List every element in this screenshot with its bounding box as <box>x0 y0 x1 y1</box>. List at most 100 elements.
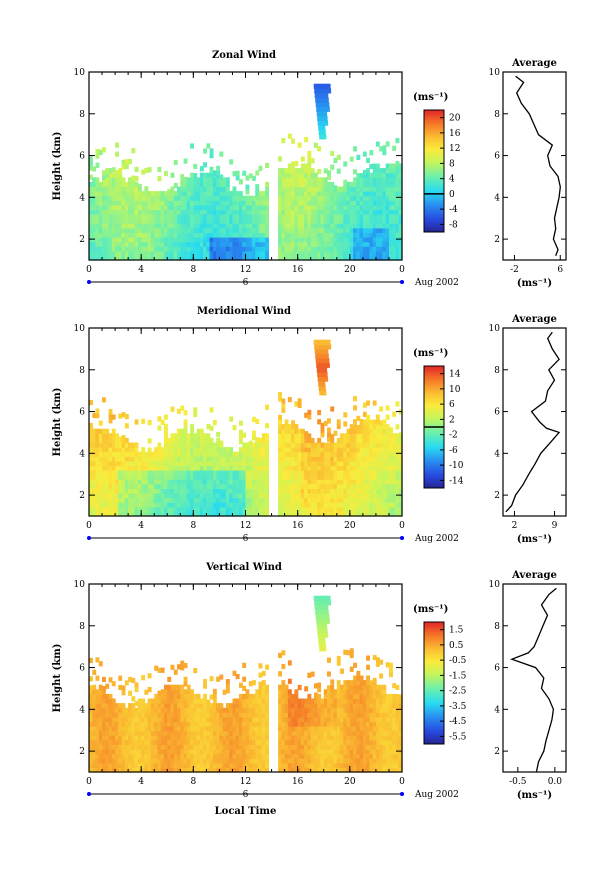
heatmap-cell <box>137 186 142 192</box>
heatmap-cell <box>307 168 312 174</box>
heatmap-cell <box>180 241 185 247</box>
heatmap-cell <box>356 511 361 517</box>
heatmap-cell <box>252 209 256 215</box>
heatmap-cell <box>212 250 217 256</box>
heatmap-cell <box>297 250 302 256</box>
heatmap-cell <box>209 204 214 211</box>
heatmap-cell <box>92 412 97 418</box>
heatmap-cell <box>196 693 201 700</box>
heatmap-cell <box>167 189 172 195</box>
heatmap-cell <box>278 214 282 220</box>
heatmap-cell <box>375 186 380 192</box>
heatmap-cell <box>105 739 110 745</box>
heatmap-cell <box>242 474 247 480</box>
heatmap-cell <box>108 191 113 197</box>
colorbar-bin <box>424 211 444 214</box>
heatmap-cell <box>108 204 113 211</box>
heatmap-cell <box>327 497 331 503</box>
heatmap-cell <box>287 497 292 503</box>
heatmap-cell <box>209 506 214 512</box>
heatmap-cell <box>330 246 335 252</box>
heatmap-cell <box>206 506 211 512</box>
heatmap-cell <box>353 437 357 444</box>
heatmap-cell <box>362 214 367 220</box>
heatmap-cell <box>245 460 250 467</box>
heatmap-cell <box>291 237 295 243</box>
heatmap-cell <box>314 483 318 489</box>
heatmap-cell <box>89 204 93 211</box>
heatmap-cell <box>385 405 390 411</box>
heatmap-cell <box>95 227 100 233</box>
heatmap-cell <box>239 479 243 485</box>
heatmap-cell <box>284 488 289 494</box>
heatmap-cell <box>261 684 266 690</box>
heatmap-cell <box>382 186 387 192</box>
heatmap-cell <box>398 172 403 178</box>
heatmap-cell <box>150 493 155 499</box>
heatmap-cell <box>261 689 266 695</box>
date-mark: 6 <box>243 534 249 544</box>
heatmap-cell <box>232 200 237 206</box>
colorbar-bin <box>424 406 444 409</box>
heatmap-cell <box>89 693 93 700</box>
y-tick-label: 8 <box>79 110 85 120</box>
heatmap-cell <box>278 502 282 508</box>
colorbar-bin <box>424 157 444 161</box>
heatmap-cell <box>193 181 198 188</box>
heatmap-cell <box>323 420 328 427</box>
heatmap-cell <box>147 712 152 718</box>
heatmap-cell <box>261 447 266 453</box>
heatmap-cell <box>121 474 126 480</box>
heatmap-cell <box>323 195 328 201</box>
heatmap-cell <box>154 447 159 453</box>
heatmap-cell <box>157 667 162 673</box>
heatmap-cell <box>212 227 217 233</box>
heatmap-cell <box>375 424 380 430</box>
colorbar-bin <box>424 153 444 157</box>
heatmap-cell <box>324 92 329 99</box>
heatmap-cell <box>382 437 387 444</box>
heatmap-cell <box>320 451 325 457</box>
heatmap-cell <box>379 200 384 206</box>
heatmap-cell <box>281 451 286 457</box>
heatmap-cell <box>239 179 243 185</box>
heatmap-cell <box>118 460 123 467</box>
heatmap-cell <box>92 758 97 764</box>
heatmap-cell <box>89 433 93 439</box>
heatmap-cell <box>284 437 289 444</box>
heatmap-cell <box>147 214 152 220</box>
heatmap-cell <box>206 470 211 476</box>
heatmap-cell <box>118 186 123 192</box>
heatmap-cell <box>353 396 357 402</box>
heatmap-cell <box>222 191 227 197</box>
heatmap-cell <box>121 195 126 201</box>
heatmap-cell <box>362 200 367 206</box>
heatmap-cell <box>330 186 335 192</box>
heatmap-cell <box>322 106 327 112</box>
heatmap-cell <box>382 488 387 494</box>
heatmap-cell <box>212 716 217 723</box>
heatmap-cell <box>170 749 175 755</box>
heatmap-cell <box>118 241 123 247</box>
heatmap-cell <box>154 451 159 457</box>
heatmap-cell <box>193 744 198 750</box>
heatmap-cell <box>180 698 185 704</box>
heatmap-cell <box>160 447 165 453</box>
heatmap-cell <box>372 177 377 183</box>
heatmap-cell <box>375 414 380 420</box>
heatmap-cell <box>209 744 214 750</box>
heatmap-cell <box>164 684 168 690</box>
heatmap-cell <box>154 693 159 700</box>
heatmap-cell <box>255 758 260 764</box>
heatmap-cell <box>115 442 119 448</box>
heatmap-cell <box>315 358 320 364</box>
heatmap-cell <box>353 223 357 229</box>
heatmap-cell <box>239 255 243 261</box>
heatmap-cell <box>356 456 361 462</box>
heatmap-cell <box>98 726 103 732</box>
heatmap-cell <box>336 246 341 252</box>
heatmap-cell <box>319 362 324 368</box>
heatmap-cell <box>372 470 377 476</box>
heatmap-cell <box>278 172 282 178</box>
